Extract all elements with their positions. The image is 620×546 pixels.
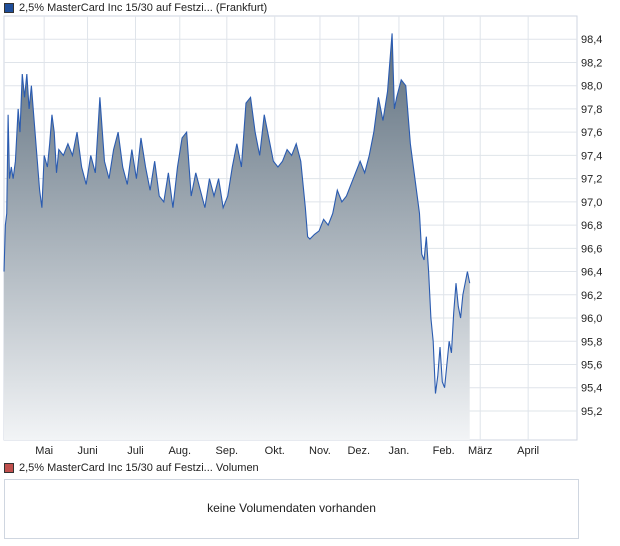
y-tick-label: 96,4 [581,267,602,279]
y-tick-label: 97,2 [581,174,602,186]
y-tick-label: 97,6 [581,127,602,139]
volume-panel: keine Volumendaten vorhanden [4,479,579,539]
x-axis-tick-labels: Mai Juni Juli Aug. Sep. Okt. Nov. Dez. Jan. Feb. M… [35,445,539,457]
y-tick-label: 95,2 [581,406,602,418]
volume-empty-message: keine Volumendaten vorhanden [207,501,376,515]
x-tick-label: Mai [35,445,53,457]
y-tick-label: 96,0 [581,313,602,325]
price-legend-label: 2,5% MasterCard Inc 15/30 auf Festzi... … [19,2,268,14]
y-tick-label: 97,8 [581,104,602,116]
y-tick-label: 97,0 [581,197,602,209]
y-tick-label: 96,6 [581,243,602,255]
y-tick-label: 95,4 [581,383,602,395]
x-tick-label: Feb. [433,445,455,457]
volume-legend-swatch [4,463,14,473]
y-tick-label: 98,0 [581,81,602,93]
x-tick-label: März [468,445,492,457]
price-legend: 2,5% MasterCard Inc 15/30 auf Festzi... … [4,1,267,15]
x-tick-label: Dez. [347,445,370,457]
x-tick-label: Okt. [265,445,285,457]
y-tick-label: 95,8 [581,336,602,348]
x-tick-label: Juli [127,445,144,457]
y-tick-label: 98,2 [581,57,602,69]
y-axis-tick-labels: 95,2 95,4 95,6 95,8 96,0 96,2 96,4 96,6 96,8 97,0… [581,34,602,418]
price-legend-swatch [4,3,14,13]
price-chart: 95,2 95,4 95,6 95,8 96,0 96,2 96,4 96,6 96,8 97,0… [3,15,602,457]
y-tick-label: 96,8 [581,220,602,232]
x-tick-label: Jan. [389,445,410,457]
y-tick-label: 98,4 [581,34,602,46]
y-tick-label: 97,4 [581,150,602,162]
x-tick-label: April [517,445,539,457]
price-area [3,33,471,441]
y-tick-label: 95,6 [581,359,602,371]
x-tick-label: Juni [77,445,97,457]
x-tick-label: Sep. [215,445,238,457]
y-tick-label: 96,2 [581,290,602,302]
volume-legend: 2,5% MasterCard Inc 15/30 auf Festzi... … [4,461,259,475]
x-tick-label: Nov. [309,445,331,457]
price-area-fill [4,33,470,441]
price-line [3,33,471,394]
x-tick-label: Aug. [168,445,191,457]
volume-legend-label: 2,5% MasterCard Inc 15/30 auf Festzi... … [19,462,259,474]
